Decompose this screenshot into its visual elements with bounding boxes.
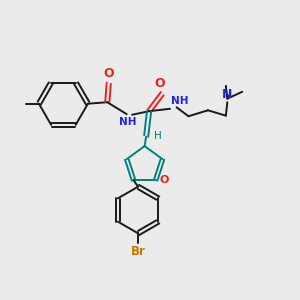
Text: N: N: [222, 88, 233, 101]
Text: NH: NH: [171, 96, 188, 106]
Text: Br: Br: [130, 245, 146, 258]
Text: NH: NH: [118, 117, 136, 127]
Text: H: H: [154, 131, 161, 141]
Text: O: O: [160, 175, 169, 185]
Text: O: O: [155, 77, 166, 90]
Text: O: O: [103, 68, 114, 80]
